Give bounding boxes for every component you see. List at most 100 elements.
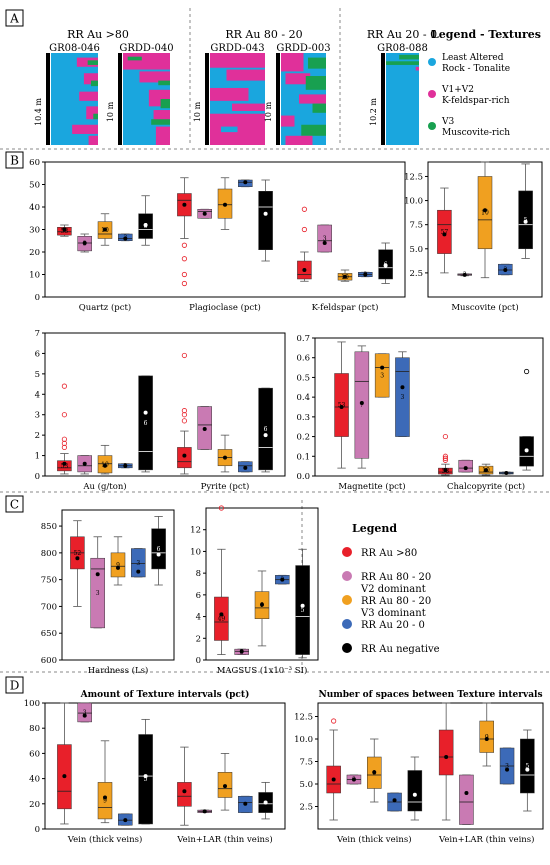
mean-marker xyxy=(504,471,509,476)
mean-marker xyxy=(462,272,467,277)
box xyxy=(295,565,310,655)
mean-marker xyxy=(300,603,305,608)
outlier-marker xyxy=(181,408,187,414)
sample-count: 3 xyxy=(83,241,87,248)
x-tick-label: Hardness (Ls) xyxy=(88,665,149,676)
core-name: GR08-046 xyxy=(49,43,100,54)
sample-count: 57 xyxy=(441,229,449,236)
sample-count: 3 xyxy=(503,267,507,274)
y-tick-label: 800 xyxy=(41,549,57,559)
x-tick-label: Au (g/ton) xyxy=(82,481,126,492)
sample-count: 3 xyxy=(363,272,367,279)
core-grdd-043-texture-interval xyxy=(210,87,249,101)
plot-frame xyxy=(317,702,544,830)
mean-marker xyxy=(463,466,468,471)
y-tick-label: 600 xyxy=(41,656,57,666)
plot-frame xyxy=(61,509,175,661)
outlier-marker xyxy=(331,718,337,724)
core-grdd-003-texture-interval xyxy=(281,115,295,127)
mean-marker xyxy=(95,572,100,577)
legend-texture-marker xyxy=(428,122,436,130)
sample-count: 9 xyxy=(260,602,264,609)
plot-frame xyxy=(205,507,319,661)
mean-marker xyxy=(443,468,448,473)
sample-count: 53 xyxy=(61,228,69,235)
outlier-marker xyxy=(181,271,187,278)
y-tick-label: 0 xyxy=(35,825,40,835)
y-tick-label: 0.2 xyxy=(296,433,310,443)
y-tick-label: 5.0 xyxy=(409,245,423,255)
outlier-marker xyxy=(181,280,187,287)
sample-count: 6 xyxy=(144,420,148,427)
core-grdd-003-texture-interval xyxy=(299,94,326,104)
y-tick-label: 20 xyxy=(29,248,40,258)
legend-group-label: RR Au 80 - 20 xyxy=(361,572,431,583)
panel-label-d: D xyxy=(10,679,20,693)
legend-texture-marker xyxy=(428,58,436,66)
mean-marker xyxy=(62,227,67,232)
mean-marker xyxy=(239,649,244,654)
y-tick-label: 6 xyxy=(196,591,201,601)
outlier-marker xyxy=(442,433,448,440)
mean-marker xyxy=(331,777,336,782)
mean-marker xyxy=(143,774,148,779)
mean-marker xyxy=(524,448,529,453)
y-tick-label: 8 xyxy=(196,569,201,579)
core-gr08-046-texture-interval xyxy=(79,91,98,101)
legend-group-label: V2 dominant xyxy=(360,584,426,595)
sample-count: 10 xyxy=(341,274,349,281)
sample-count: 49 xyxy=(218,616,226,623)
legend-group-label: V3 dominant xyxy=(360,608,426,619)
mean-marker xyxy=(343,274,347,279)
core-grdd-043-texture-interval xyxy=(210,53,265,68)
box xyxy=(459,774,474,825)
legend-group-label: RR Au 20 - 0 xyxy=(361,620,425,631)
mean-marker xyxy=(302,268,307,272)
x-tick-label: Chalcopyrite (pct) xyxy=(447,481,525,492)
mean-marker xyxy=(82,241,87,245)
mean-marker xyxy=(263,211,268,216)
sample-count: 3 xyxy=(280,577,284,584)
y-tick-label: 7.5 xyxy=(299,758,313,768)
core-gr08-046-texture-interval xyxy=(83,73,98,85)
outlier-marker xyxy=(181,256,187,262)
sample-count: 3 xyxy=(83,709,87,716)
box xyxy=(90,557,105,629)
outlier-marker xyxy=(442,455,448,461)
y-tick-label: 80 xyxy=(29,724,40,734)
panel-label-a-box xyxy=(5,9,24,27)
y-tick-label: 10.0 xyxy=(294,735,313,745)
mean-marker xyxy=(339,405,344,409)
mean-marker xyxy=(392,798,397,803)
legend-texture-label: Rock - Tonalite xyxy=(442,64,510,74)
y-tick-label: 0.4 xyxy=(296,393,310,403)
mean-marker xyxy=(156,552,161,557)
core-grdd-040-texture-interval xyxy=(153,110,170,122)
sample-count: 10 xyxy=(482,467,490,474)
core-name: GRDD-040 xyxy=(119,43,173,54)
legend-texture-label: V1+V2 xyxy=(441,85,474,95)
y-tick-label: 0.5 xyxy=(296,373,310,383)
y-tick-label: 20 xyxy=(29,800,40,810)
sample-count: 3 xyxy=(352,777,356,784)
y-tick-label: 2 xyxy=(35,431,40,441)
box xyxy=(97,782,113,820)
mean-marker xyxy=(505,767,510,772)
sample-count: 52 xyxy=(74,550,82,557)
core-name: GR08-088 xyxy=(377,43,428,54)
outlier-marker xyxy=(61,383,68,389)
core-grdd-040-scale-bar xyxy=(118,53,122,145)
y-tick-label: 850 xyxy=(41,522,57,532)
box xyxy=(110,552,126,578)
core-grdd-043-texture-interval xyxy=(226,69,265,81)
group-title: RR Au >80 xyxy=(67,28,129,41)
outlier-marker xyxy=(523,368,530,375)
mean-marker xyxy=(103,227,107,232)
x-tick-label: Muscovite (pct) xyxy=(451,302,518,313)
legend-group-marker xyxy=(342,571,352,581)
outlier-marker xyxy=(61,436,68,442)
y-tick-label: 0.1 xyxy=(296,452,310,462)
core-grdd-003-texture-interval xyxy=(305,76,326,90)
outlier-marker xyxy=(301,226,307,233)
y-tick-label: 0.7 xyxy=(296,334,310,344)
